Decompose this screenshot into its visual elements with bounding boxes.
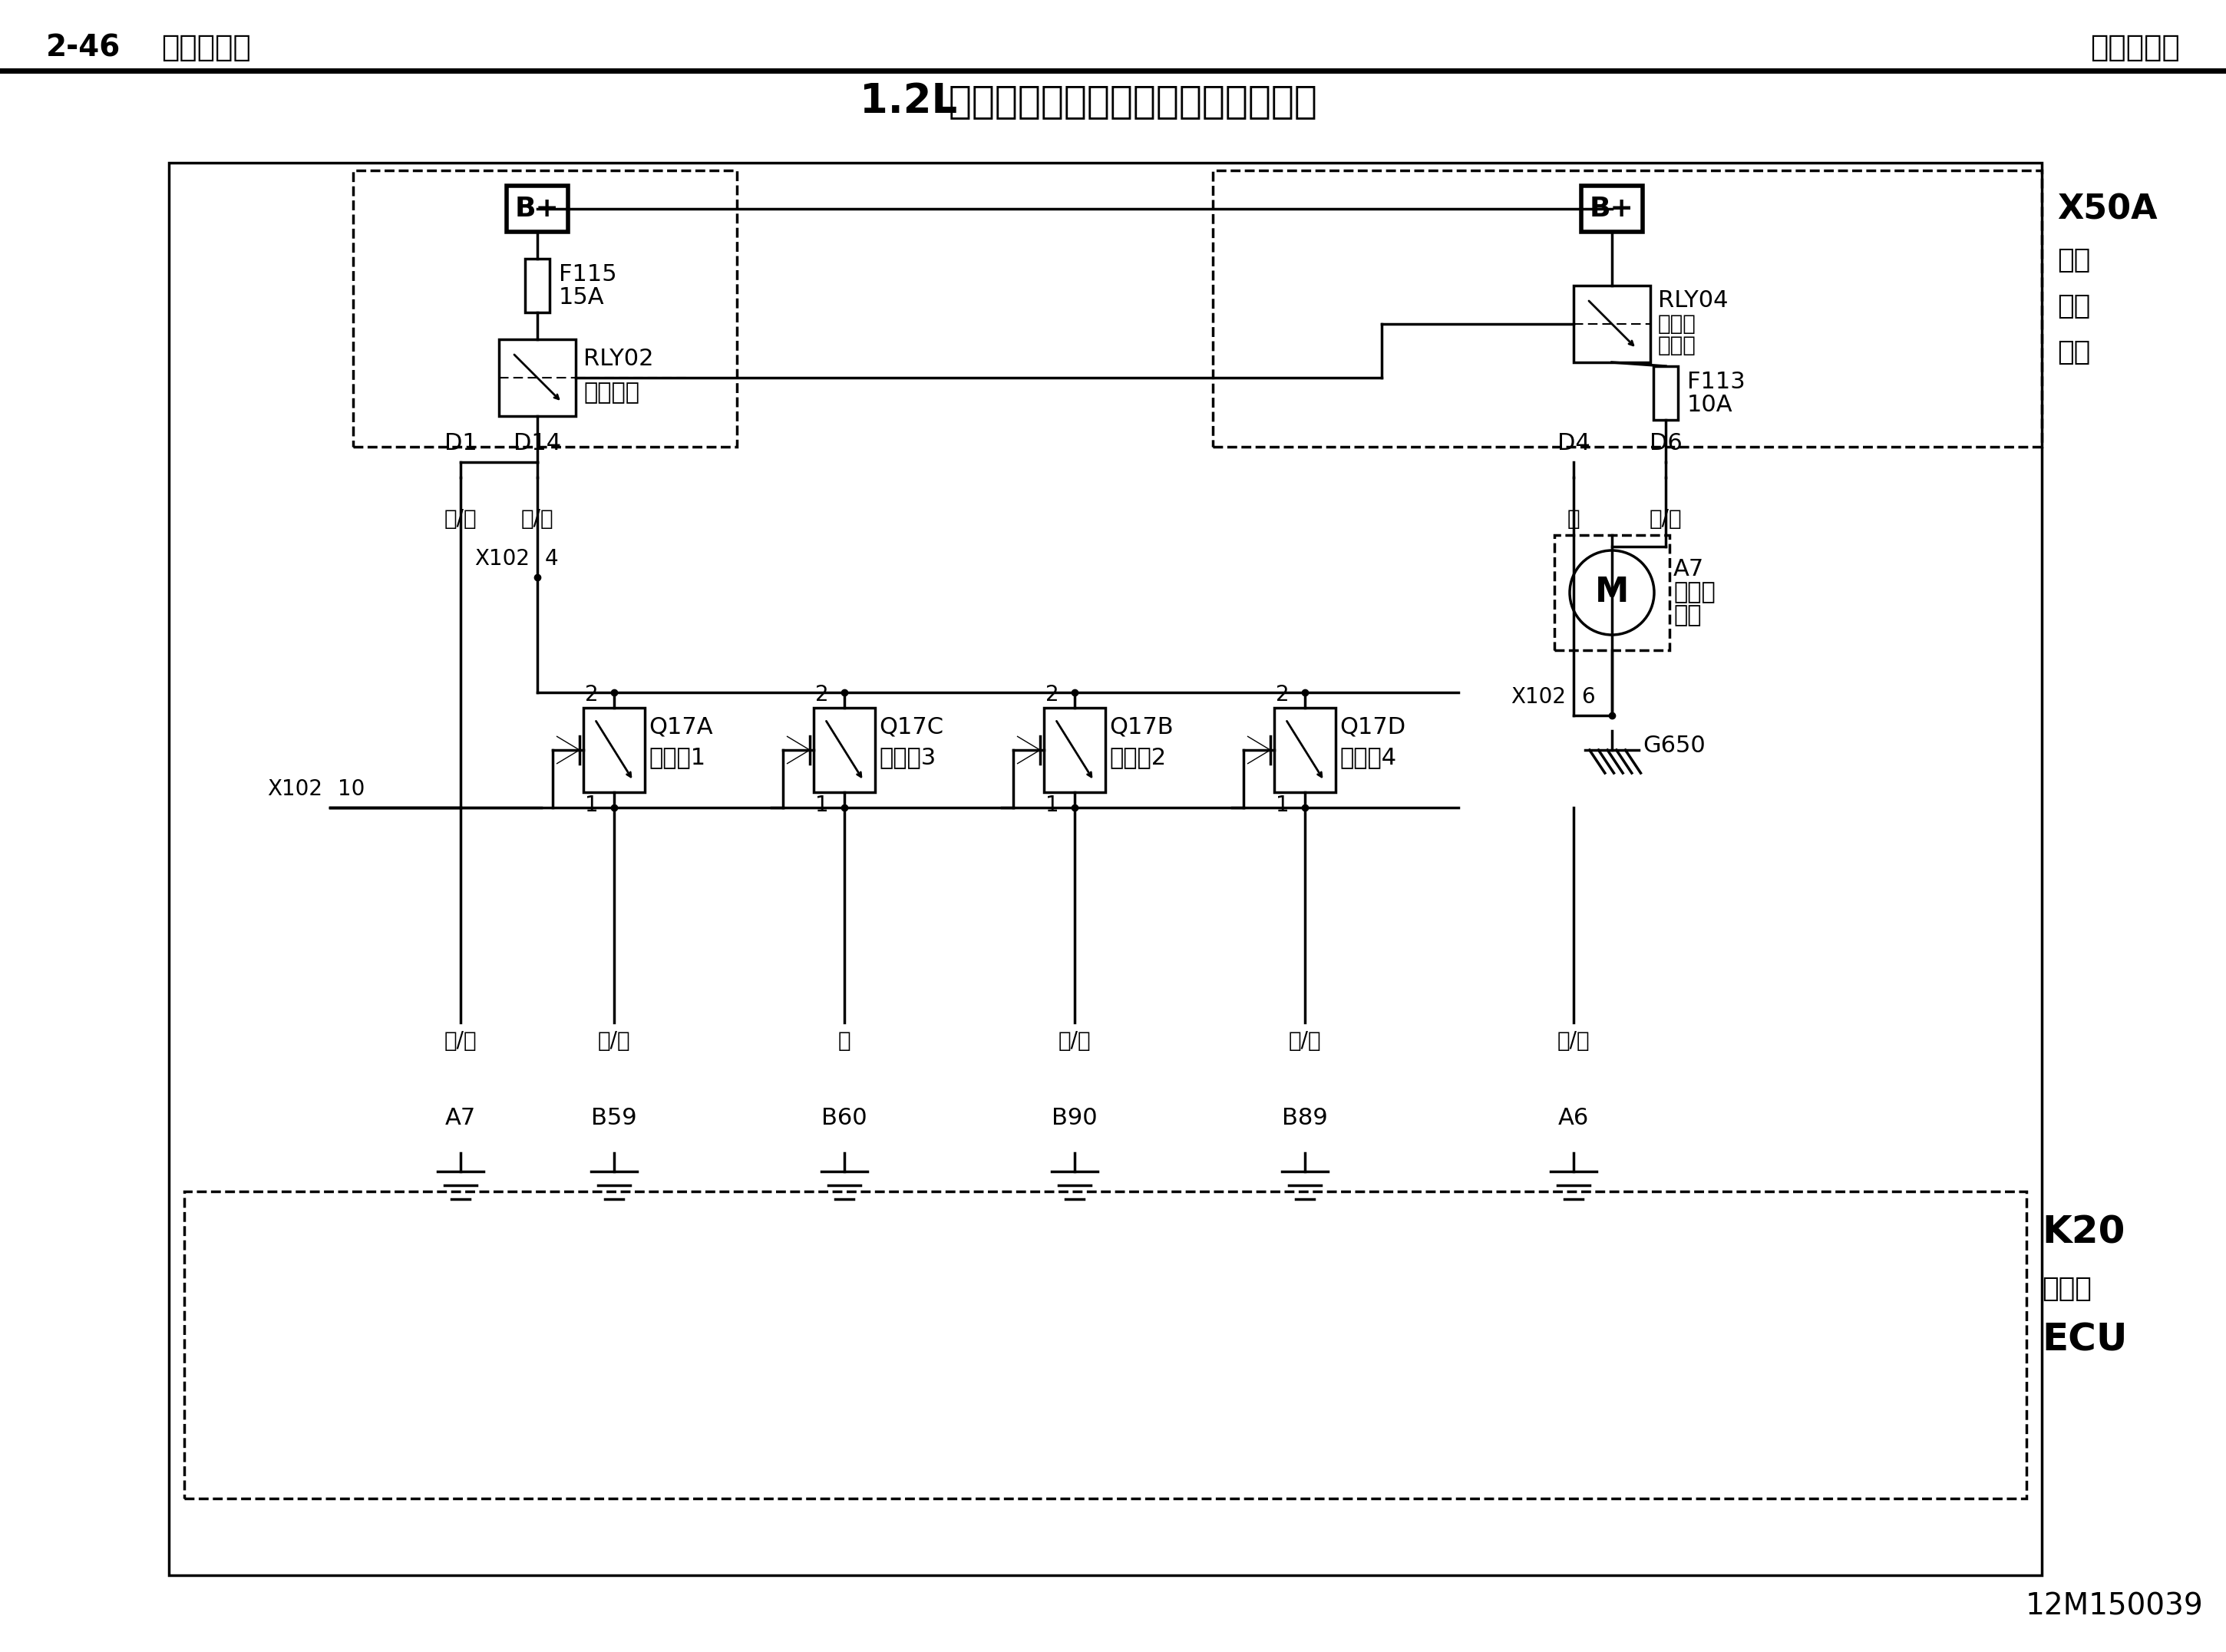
Text: 2: 2 <box>585 684 599 705</box>
Text: 蓝: 蓝 <box>1567 509 1580 530</box>
Text: 12M150039: 12M150039 <box>2026 1591 2204 1621</box>
Text: 燃油泵: 燃油泵 <box>1658 314 1696 335</box>
Text: 绿: 绿 <box>837 1031 850 1052</box>
Text: RLY02: RLY02 <box>583 347 654 370</box>
Text: 发动机: 发动机 <box>2041 1275 2092 1302</box>
Text: Q17C: Q17C <box>879 715 944 738</box>
Text: B+: B+ <box>514 195 559 221</box>
Text: 电气示意图: 电气示意图 <box>2090 33 2179 63</box>
Text: 继电器: 继电器 <box>1658 335 1696 357</box>
Text: B60: B60 <box>821 1107 868 1130</box>
Text: D6: D6 <box>1649 433 1683 454</box>
Bar <box>499 339 577 416</box>
Text: 电气示意图: 电气示意图 <box>160 33 252 63</box>
Text: 发动机控制系统示意图（燃油控制）: 发动机控制系统示意图（燃油控制） <box>937 83 1318 119</box>
Text: ECU: ECU <box>2041 1322 2128 1358</box>
Text: 红/白: 红/白 <box>599 1031 630 1052</box>
Text: 2-46: 2-46 <box>47 33 120 63</box>
Bar <box>169 164 2041 1576</box>
Text: Q17B: Q17B <box>1109 715 1173 738</box>
Text: 绿/黑: 绿/黑 <box>1558 1031 1589 1052</box>
Polygon shape <box>1247 737 1271 750</box>
Text: 喷油器4: 喷油器4 <box>1340 747 1396 768</box>
Text: 保险: 保险 <box>2057 294 2090 319</box>
Text: 红/蓝: 红/蓝 <box>1057 1031 1091 1052</box>
Text: F115: F115 <box>559 263 617 286</box>
Text: 1: 1 <box>1046 795 1060 816</box>
Text: K20: K20 <box>2041 1214 2126 1251</box>
Text: 前舱: 前舱 <box>2057 248 2090 273</box>
Text: 黄/黑: 黄/黑 <box>521 509 554 530</box>
Text: 喷油器2: 喷油器2 <box>1109 747 1166 768</box>
Text: B+: B+ <box>1589 195 1634 221</box>
Text: 丝盒: 丝盒 <box>2057 339 2090 365</box>
Text: 红/白: 红/白 <box>1289 1031 1322 1052</box>
Bar <box>1044 707 1106 793</box>
Text: RLY04: RLY04 <box>1658 289 1727 312</box>
Text: X50A: X50A <box>2057 193 2157 226</box>
Bar <box>1654 367 1678 420</box>
Bar <box>354 170 737 446</box>
Text: B90: B90 <box>1051 1107 1097 1130</box>
Text: 2: 2 <box>815 684 828 705</box>
Text: 2: 2 <box>1275 684 1289 705</box>
Text: X102: X102 <box>474 548 530 570</box>
Polygon shape <box>556 737 579 750</box>
Text: D1: D1 <box>445 433 476 454</box>
Text: 10: 10 <box>338 778 365 800</box>
Text: X102: X102 <box>267 778 323 800</box>
Bar <box>525 259 550 312</box>
Polygon shape <box>786 737 810 750</box>
Text: B59: B59 <box>592 1107 637 1130</box>
Text: 10A: 10A <box>1687 393 1732 416</box>
Text: X102: X102 <box>1511 686 1565 707</box>
Bar <box>1554 535 1670 651</box>
Text: 燃油泵: 燃油泵 <box>1674 582 1716 603</box>
Bar <box>1273 707 1336 793</box>
Bar <box>508 185 568 231</box>
Text: 灰/黑: 灰/黑 <box>445 1031 476 1052</box>
Text: 喷油器1: 喷油器1 <box>648 747 706 768</box>
Text: 15A: 15A <box>559 286 605 309</box>
Text: 红/黑: 红/黑 <box>1649 509 1683 530</box>
Text: 1: 1 <box>1275 795 1289 816</box>
Polygon shape <box>1247 750 1271 763</box>
Polygon shape <box>1017 737 1040 750</box>
Text: D4: D4 <box>1558 433 1589 454</box>
Text: 6: 6 <box>1580 686 1594 707</box>
Text: 4: 4 <box>545 548 559 570</box>
Bar <box>1580 185 1643 231</box>
Text: M: M <box>1594 577 1629 610</box>
Bar <box>1213 170 2041 446</box>
Text: Q17A: Q17A <box>648 715 712 738</box>
Bar <box>583 707 646 793</box>
Text: F113: F113 <box>1687 370 1745 393</box>
Bar <box>815 707 875 793</box>
Text: G650: G650 <box>1643 735 1705 757</box>
Bar <box>1574 286 1649 362</box>
Polygon shape <box>556 750 579 763</box>
Text: 2: 2 <box>1046 684 1060 705</box>
Polygon shape <box>1017 750 1040 763</box>
Text: 1: 1 <box>585 795 599 816</box>
Text: 1.2L: 1.2L <box>859 81 957 121</box>
Text: Q17D: Q17D <box>1340 715 1405 738</box>
Text: B89: B89 <box>1282 1107 1329 1130</box>
Text: 1: 1 <box>815 795 828 816</box>
Bar <box>185 1191 2026 1498</box>
Text: A6: A6 <box>1558 1107 1589 1130</box>
Text: D14: D14 <box>514 433 561 454</box>
Text: 灰/黑: 灰/黑 <box>445 509 476 530</box>
Text: 电机: 电机 <box>1674 605 1701 626</box>
Text: 主继电器: 主继电器 <box>583 382 639 405</box>
Polygon shape <box>786 750 810 763</box>
Text: A7: A7 <box>1674 558 1705 582</box>
Text: 喷油器3: 喷油器3 <box>879 747 935 768</box>
Text: A7: A7 <box>445 1107 476 1130</box>
